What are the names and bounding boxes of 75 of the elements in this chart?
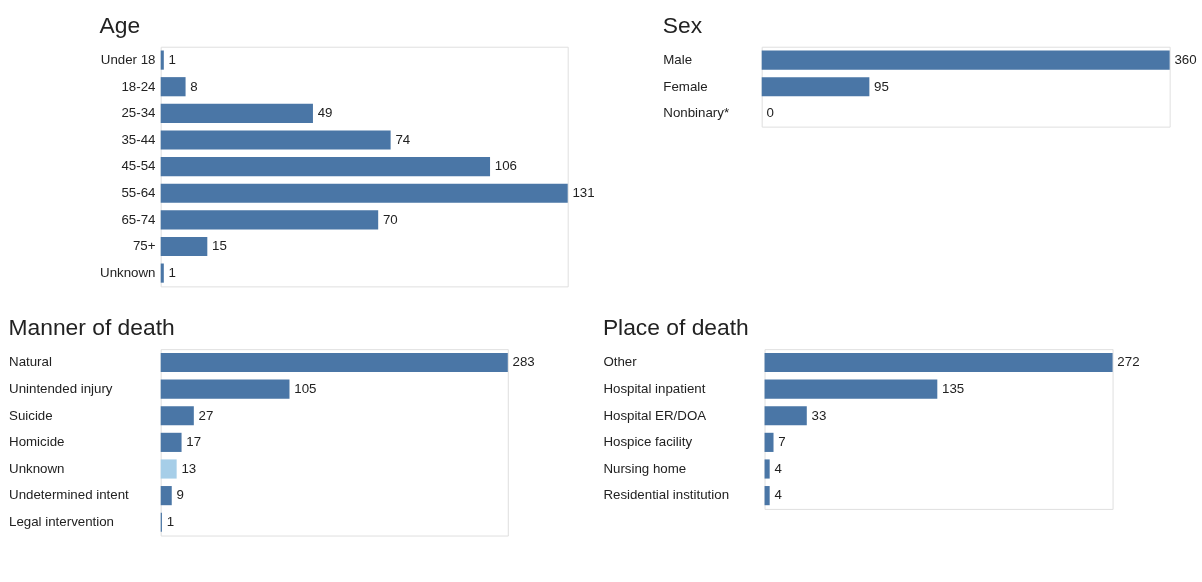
data-label: 1 [168,51,176,67]
y-tick-label: Nonbinary* [663,105,730,121]
y-tick-label: 18-24 [121,78,156,94]
data-label: 74 [395,131,411,147]
data-label: 135 [942,380,965,396]
y-tick-label: Natural [9,354,52,370]
y-tick-label: 75+ [132,238,156,254]
data-label: 105 [294,380,317,396]
y-tick-label: Hospital ER/DOA [603,407,707,423]
y-tick-label: 55-64 [121,185,156,201]
data-label: 283 [512,354,535,370]
bar [764,352,1113,373]
data-label: 17 [186,434,202,450]
y-tick-label: Residential institution [603,487,730,503]
bar [160,459,177,479]
y-tick-label: 35-44 [121,131,156,147]
y-tick-label: Unknown [9,460,65,476]
y-tick-label: Unknown [100,264,156,280]
y-tick-label: Male [663,51,693,67]
data-label: 15 [212,238,227,254]
bar [160,379,290,399]
data-label: 7 [778,434,786,450]
chart-title: Sex [662,11,703,38]
data-label: 13 [181,460,197,476]
y-tick-label: Homicide [9,434,65,450]
data-label: 1 [166,514,175,530]
data-label: 4 [774,460,782,476]
bar [160,406,194,426]
y-tick-label: Hospice facility [603,434,693,450]
y-tick-label: Unintended injury [9,380,113,396]
chart-title: Place of death [602,313,749,340]
y-tick-label: Nursing home [603,460,687,476]
bar [764,486,770,506]
y-tick-label: Under 18 [100,51,156,67]
data-label: 9 [176,487,184,503]
bar [160,77,186,97]
data-label: 106 [494,158,517,174]
y-tick-label: Other [603,354,638,370]
data-label: 131 [572,185,595,201]
bar [764,406,807,426]
y-tick-label: Undetermined intent [9,487,130,503]
chart-title: Age [99,11,141,38]
bar [160,130,391,150]
data-label: 0 [766,105,774,121]
data-label: 95 [874,78,889,94]
y-tick-label: Legal intervention [9,514,115,530]
bar [160,236,208,257]
data-label: 70 [382,211,398,227]
bar [764,459,770,479]
data-label: 33 [811,407,827,423]
y-tick-label: Suicide [9,407,53,423]
data-label: 272 [1117,354,1140,370]
bar [160,103,313,123]
y-tick-label: Hospital inpatient [603,380,706,396]
data-label: 4 [774,487,782,503]
bar [160,432,182,452]
y-tick-label: 45-54 [121,158,156,174]
bar [764,432,774,452]
data-label: 1 [168,264,176,280]
y-tick-label: 65-74 [121,211,156,227]
bar [160,157,491,177]
bar [160,263,164,283]
bar [764,379,938,399]
bar [160,210,379,230]
data-label: 360 [1174,51,1197,67]
data-label: 27 [198,407,214,423]
y-tick-label: 25-34 [121,105,156,121]
bar [160,183,568,203]
data-label: 8 [190,78,198,94]
data-label: 49 [317,105,333,121]
chart-title: Manner of death [8,313,175,340]
bar [160,50,164,70]
y-tick-label: Female [663,78,708,94]
bar [160,352,508,373]
bar [160,486,172,506]
